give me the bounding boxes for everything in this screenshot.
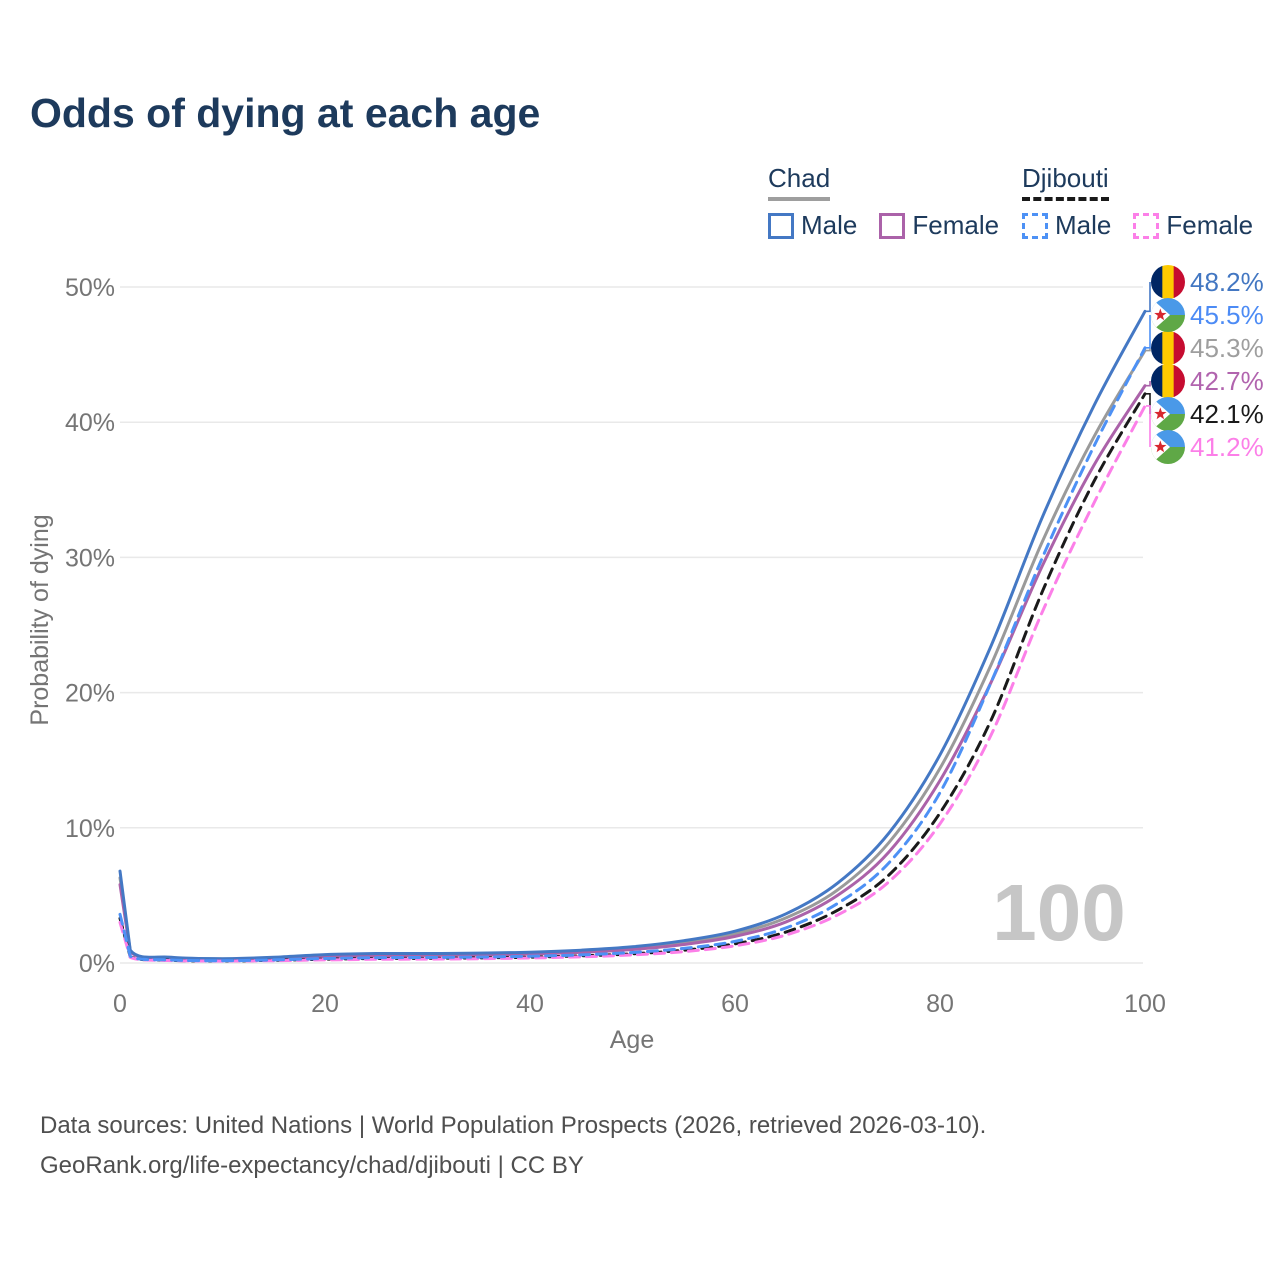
legend-group-title-djibouti: Djibouti xyxy=(1022,163,1109,201)
legend-group-title-chad: Chad xyxy=(768,163,831,201)
x-tick-label: 80 xyxy=(926,990,954,1018)
end-label-connector-chad-female xyxy=(1146,381,1151,387)
y-tick-label: 50% xyxy=(65,274,115,302)
legend-swatch-chad-female-icon xyxy=(879,212,906,239)
flag-icon-djibouti xyxy=(1151,430,1185,464)
legend-item-label: Male xyxy=(1055,210,1112,240)
x-axis-title: Age xyxy=(610,1026,654,1054)
y-axis-title: Probability of dying xyxy=(26,514,54,725)
x-tick-label: 20 xyxy=(311,990,339,1018)
chart-title: Odds of dying at each age xyxy=(30,90,541,136)
flag-icon-chad xyxy=(1151,331,1185,365)
y-tick-label: 20% xyxy=(65,680,115,708)
flag-icon-chad xyxy=(1151,364,1185,398)
end-value-label-chad-male: 48.2% xyxy=(1190,267,1264,297)
y-tick-label: 30% xyxy=(65,544,115,572)
data-sources-text: Data sources: United Nations | World Pop… xyxy=(40,1112,987,1139)
legend-item-djibouti-male: Male xyxy=(1022,210,1111,241)
flag-icon-djibouti xyxy=(1151,397,1185,431)
legend-item-label: Male xyxy=(801,210,858,240)
end-label-connector-chad-both xyxy=(1146,348,1151,352)
watermark-age-counter: 100 xyxy=(992,868,1125,957)
flag-icon-djibouti xyxy=(1151,298,1185,332)
legend-item-chad-male: Male xyxy=(768,210,857,241)
series-line-chad-male xyxy=(118,309,1147,961)
end-value-label-djibouti-female: 41.2% xyxy=(1190,432,1264,462)
y-tick-label: 10% xyxy=(65,815,115,843)
legend-group-chad: Chad Male Female xyxy=(768,163,1021,241)
end-value-label-chad-female: 42.7% xyxy=(1190,366,1264,396)
legend-item-label: Female xyxy=(912,210,1000,240)
end-label-connector-djibouti-male xyxy=(1146,315,1151,349)
y-tick-label: 0% xyxy=(79,950,115,978)
x-tick-label: 0 xyxy=(113,990,127,1018)
end-label-connector-chad-male xyxy=(1146,282,1151,313)
legend-item-label: Female xyxy=(1166,210,1254,240)
end-value-label-djibouti-both: 42.1% xyxy=(1190,399,1264,429)
legend-swatch-djibouti-male-icon xyxy=(1022,212,1048,239)
flag-icon-chad xyxy=(1151,265,1185,299)
legend-swatch-chad-male-icon xyxy=(768,212,794,239)
x-tick-label: 40 xyxy=(516,990,544,1018)
end-value-label-djibouti-male: 45.5% xyxy=(1190,300,1264,330)
legend-items-chad: Male Female xyxy=(768,210,1021,241)
x-tick-label: 60 xyxy=(721,990,749,1018)
legend-group-djibouti: Djibouti Male Female xyxy=(1022,163,1275,241)
x-tick-label: 100 xyxy=(1124,990,1166,1018)
legend-items-djibouti: Male Female xyxy=(1022,210,1275,241)
legend-item-chad-female: Female xyxy=(879,210,999,241)
series-line-chad-female xyxy=(118,384,1147,961)
series-line-chad-both xyxy=(118,349,1147,961)
attribution-text: GeoRank.org/life-expectancy/chad/djibout… xyxy=(40,1152,584,1179)
legend-swatch-djibouti-female-icon xyxy=(1133,212,1160,239)
footer: Data sources: United Nations | World Pop… xyxy=(40,1106,986,1186)
series-line-djibouti-both xyxy=(118,392,1147,963)
y-tick-label: 40% xyxy=(65,409,115,437)
legend-item-djibouti-female: Female xyxy=(1133,210,1253,241)
end-label-connector-djibouti-female xyxy=(1146,405,1151,447)
legend: Chad Male Female Djibouti Male xyxy=(0,163,1280,243)
series-line-djibouti-male xyxy=(118,346,1147,963)
end-value-label-chad-both: 45.3% xyxy=(1190,333,1264,363)
